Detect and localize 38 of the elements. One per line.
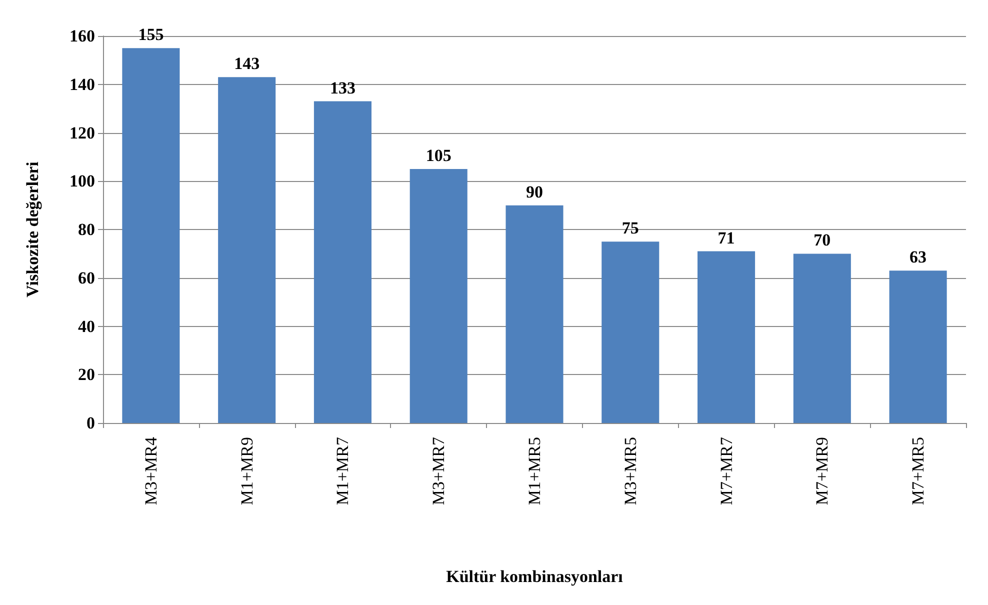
data-label: 75 (622, 218, 639, 238)
bar (122, 48, 180, 423)
y-tick-label: 100 (70, 172, 95, 191)
y-tick-label: 160 (70, 26, 95, 46)
bar (314, 101, 372, 423)
x-axis-title: Kültür kombinasyonları (446, 567, 624, 586)
x-tick-label: M3+MR4 (141, 436, 160, 506)
data-label: 143 (234, 54, 260, 74)
x-tick-label: M7+MR7 (716, 436, 736, 506)
y-tick-label: 80 (78, 220, 95, 239)
y-tick-label: 60 (78, 268, 95, 288)
data-label: 63 (910, 248, 927, 267)
bar (506, 205, 564, 423)
y-tick-label: 40 (78, 316, 95, 336)
data-label: 70 (814, 230, 831, 250)
y-axis-title: Viskozite değerleri (23, 161, 42, 298)
x-tick-label: M3+MR5 (620, 437, 640, 506)
x-tick-label: M1+MR5 (525, 437, 544, 506)
x-tick-label: M1+MR7 (333, 436, 352, 506)
data-label: 133 (330, 78, 356, 98)
data-label: 71 (718, 228, 735, 248)
bar (602, 242, 660, 423)
data-label: 105 (426, 146, 452, 166)
y-tick-label: 0 (86, 414, 95, 432)
x-tick-label: M7+MR5 (908, 437, 928, 506)
bar (793, 254, 851, 423)
x-tick-label: M1+MR9 (237, 437, 256, 506)
data-label: 155 (138, 25, 164, 44)
bar (889, 270, 947, 423)
y-tick-label: 120 (70, 123, 95, 142)
x-tick-label: M7+MR9 (812, 437, 832, 506)
data-label: 90 (526, 182, 543, 202)
y-tick-label: 20 (78, 365, 95, 384)
bar (410, 169, 468, 423)
y-tick-label: 140 (70, 74, 95, 94)
bar (218, 77, 276, 423)
x-tick-label: M3+MR7 (429, 436, 448, 506)
bar (698, 251, 756, 423)
